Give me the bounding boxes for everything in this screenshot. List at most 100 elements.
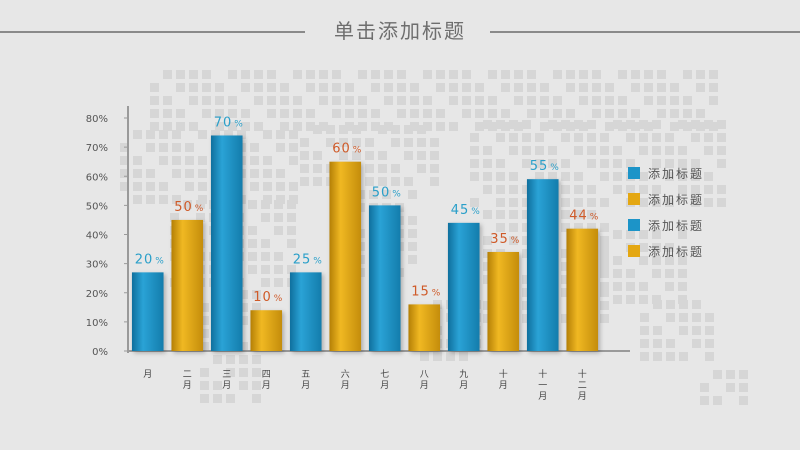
map-pixel — [522, 288, 531, 297]
y-tick-label: 60% — [86, 172, 108, 183]
map-pixel — [404, 138, 413, 147]
map-pixel — [665, 256, 674, 265]
map-pixel — [652, 269, 661, 278]
map-pixel — [483, 185, 492, 194]
map-pixel — [509, 146, 518, 155]
map-pixel — [254, 96, 263, 105]
map-pixel — [483, 146, 492, 155]
map-pixel — [739, 383, 748, 392]
map-pixel — [449, 83, 458, 92]
map-pixel — [709, 70, 718, 79]
bar-月[interactable] — [131, 272, 164, 351]
y-tick-label: 30% — [86, 260, 108, 271]
legend-swatch[interactable] — [628, 219, 640, 231]
bar-三月[interactable] — [210, 135, 243, 351]
map-pixel — [679, 300, 688, 309]
map-pixel — [430, 164, 439, 173]
map-pixel — [159, 143, 168, 152]
bar-十月[interactable] — [487, 251, 520, 351]
bar-十二月[interactable] — [566, 228, 599, 351]
map-pixel — [561, 262, 570, 271]
map-pixel — [553, 109, 562, 118]
map-pixel — [579, 122, 588, 131]
x-tick-label: 十二月 — [578, 368, 587, 402]
map-pixel — [365, 151, 374, 160]
map-pixel — [289, 156, 298, 165]
map-pixel — [163, 109, 172, 118]
map-pixel — [678, 230, 687, 239]
map-pixel — [408, 190, 417, 199]
map-pixel — [522, 223, 531, 232]
map-pixel — [365, 138, 374, 147]
data-label: 50% — [372, 185, 402, 200]
map-pixel — [704, 120, 713, 129]
map-pixel — [574, 223, 583, 232]
map-pixel — [365, 177, 374, 186]
map-pixel — [274, 278, 283, 287]
y-tick-label: 20% — [86, 289, 108, 300]
legend-swatch[interactable] — [628, 167, 640, 179]
map-pixel — [670, 109, 679, 118]
map-pixel — [274, 226, 283, 235]
map-pixel — [391, 138, 400, 147]
map-pixel — [397, 96, 406, 105]
map-pixel — [553, 70, 562, 79]
map-pixel — [150, 109, 159, 118]
bar-七月[interactable] — [368, 205, 401, 351]
legend-swatch[interactable] — [628, 193, 640, 205]
map-pixel — [254, 122, 263, 131]
map-pixel — [696, 109, 705, 118]
map-pixel — [189, 83, 198, 92]
map-pixel — [514, 96, 523, 105]
map-pixel — [666, 339, 675, 348]
map-pixel — [548, 120, 557, 129]
bar-九月[interactable] — [447, 222, 480, 351]
bar-四月[interactable] — [250, 310, 283, 351]
map-pixel — [653, 326, 662, 335]
map-pixel — [391, 177, 400, 186]
map-pixel — [462, 70, 471, 79]
bar-十一月[interactable] — [526, 179, 559, 351]
map-pixel — [133, 156, 142, 165]
bar-六月[interactable] — [329, 161, 362, 351]
map-pixel — [522, 301, 531, 310]
map-pixel — [566, 122, 575, 131]
map-pixel — [241, 83, 250, 92]
legend-label[interactable]: 添加标题 — [648, 245, 704, 259]
map-pixel — [239, 355, 248, 364]
page-title[interactable]: 单击添加标题 — [334, 19, 466, 43]
map-pixel — [587, 185, 596, 194]
map-pixel — [600, 172, 609, 181]
map-pixel — [496, 120, 505, 129]
map-pixel — [579, 96, 588, 105]
map-pixel — [176, 122, 185, 131]
map-pixel — [382, 190, 391, 199]
map-pixel — [287, 213, 296, 222]
map-pixel — [535, 172, 544, 181]
map-pixel — [306, 70, 315, 79]
map-pixel — [358, 122, 367, 131]
map-pixel — [678, 185, 687, 194]
map-pixel — [496, 133, 505, 142]
legend-label[interactable]: 添加标题 — [648, 167, 704, 181]
map-pixel — [496, 172, 505, 181]
map-pixel — [553, 96, 562, 105]
legend-swatch[interactable] — [628, 245, 640, 257]
bar-五月[interactable] — [289, 272, 322, 351]
map-pixel — [300, 151, 309, 160]
map-pixel — [172, 156, 181, 165]
map-pixel — [319, 70, 328, 79]
bar-八月[interactable] — [408, 304, 441, 351]
map-pixel — [587, 223, 596, 232]
map-pixel — [261, 278, 270, 287]
legend-label[interactable]: 添加标题 — [648, 219, 704, 233]
data-label: 50% — [174, 200, 204, 215]
map-pixel — [527, 109, 536, 118]
bar-二月[interactable] — [171, 219, 204, 351]
map-pixel — [626, 282, 635, 291]
chart-bars: 20 % 月 50 % 二月 70 % 三月 10 % 四月 25 % 五月 60 % 六月 50 % 七月 15 % 八月 4… — [131, 115, 599, 402]
map-pixel — [691, 172, 700, 181]
map-pixel — [436, 70, 445, 79]
legend-label[interactable]: 添加标题 — [648, 193, 704, 207]
